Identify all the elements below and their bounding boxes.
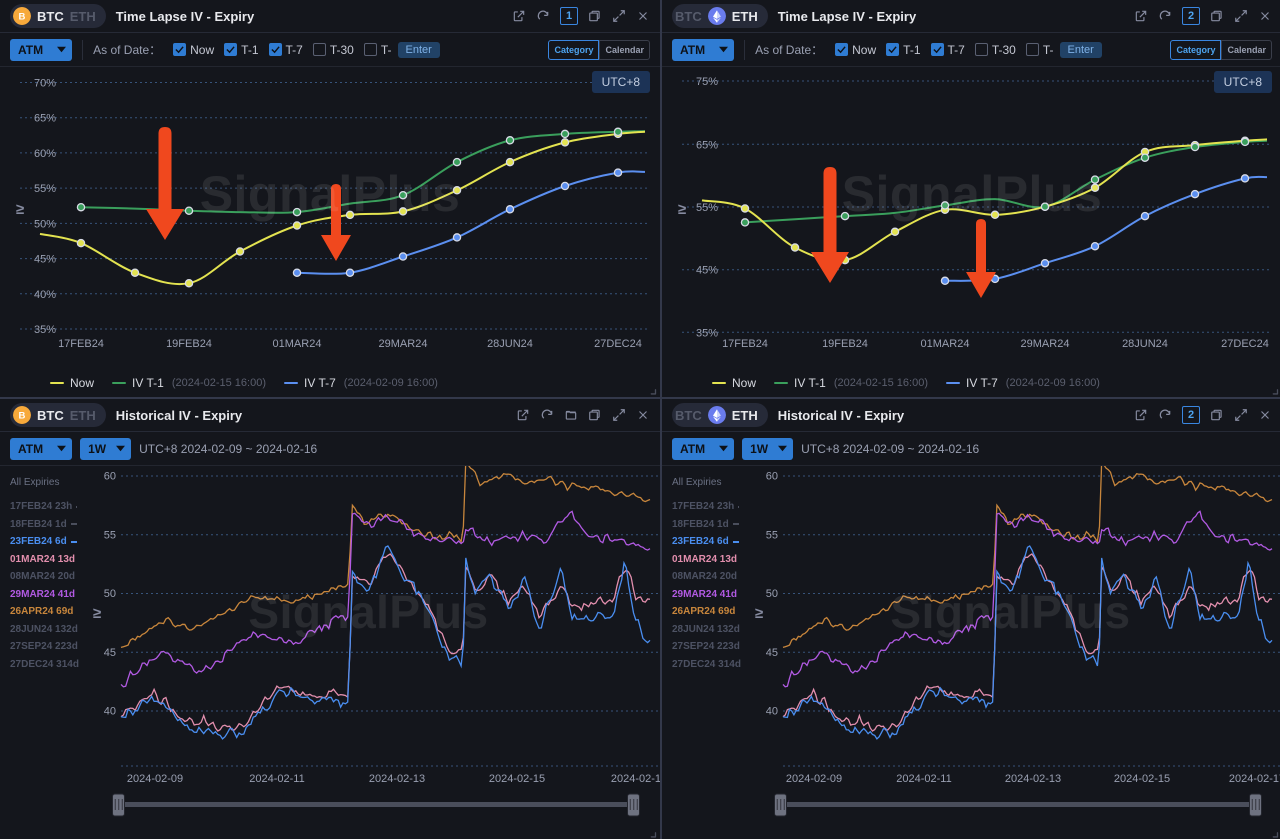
svg-text:50%: 50% xyxy=(34,218,56,230)
svg-text:40: 40 xyxy=(766,706,778,718)
svg-text:35%: 35% xyxy=(696,327,718,339)
svg-text:55: 55 xyxy=(766,529,778,541)
svg-text:27DEC24: 27DEC24 xyxy=(594,338,642,350)
svg-text:≥: ≥ xyxy=(93,605,101,622)
svg-text:17FEB24: 17FEB24 xyxy=(58,338,104,350)
svg-text:65%: 65% xyxy=(696,139,718,151)
svg-text:2024-02-17: 2024-02-17 xyxy=(1229,773,1280,785)
svg-text:2024-02-15: 2024-02-15 xyxy=(489,773,545,785)
svg-text:75%: 75% xyxy=(696,76,718,88)
svg-text:70%: 70% xyxy=(34,78,56,90)
svg-text:55: 55 xyxy=(104,529,116,541)
svg-text:2024-02-13: 2024-02-13 xyxy=(1005,773,1061,785)
svg-text:28JUN24: 28JUN24 xyxy=(1122,338,1168,350)
svg-text:01MAR24: 01MAR24 xyxy=(921,338,970,350)
svg-text:2024-02-17: 2024-02-17 xyxy=(611,773,660,785)
svg-text:35%: 35% xyxy=(34,324,56,336)
svg-text:45%: 45% xyxy=(34,254,56,266)
svg-text:60: 60 xyxy=(766,471,778,483)
svg-text:B: B xyxy=(19,410,26,421)
svg-text:28JUN24: 28JUN24 xyxy=(487,338,533,350)
svg-text:55%: 55% xyxy=(34,183,56,195)
svg-text:2024-02-09: 2024-02-09 xyxy=(127,773,183,785)
svg-text:≥: ≥ xyxy=(755,605,763,622)
svg-text:2024-02-09: 2024-02-09 xyxy=(786,773,842,785)
svg-text:45%: 45% xyxy=(696,265,718,277)
svg-text:65%: 65% xyxy=(34,113,56,125)
svg-text:60: 60 xyxy=(104,471,116,483)
svg-text:45: 45 xyxy=(766,647,778,659)
svg-text:2024-02-13: 2024-02-13 xyxy=(369,773,425,785)
svg-text:40%: 40% xyxy=(34,289,56,301)
svg-text:45: 45 xyxy=(104,647,116,659)
svg-text:50: 50 xyxy=(104,588,116,600)
svg-text:B: B xyxy=(19,11,26,22)
svg-text:2024-02-11: 2024-02-11 xyxy=(896,773,951,785)
svg-text:19FEB24: 19FEB24 xyxy=(822,338,868,350)
svg-text:55%: 55% xyxy=(696,202,718,214)
svg-text:≥: ≥ xyxy=(678,201,686,218)
svg-text:29MAR24: 29MAR24 xyxy=(1021,338,1070,350)
svg-text:2024-02-15: 2024-02-15 xyxy=(1114,773,1170,785)
svg-text:60%: 60% xyxy=(34,148,56,160)
svg-text:29MAR24: 29MAR24 xyxy=(379,338,428,350)
svg-text:01MAR24: 01MAR24 xyxy=(273,338,322,350)
svg-text:17FEB24: 17FEB24 xyxy=(722,338,768,350)
svg-text:40: 40 xyxy=(104,706,116,718)
svg-text:50: 50 xyxy=(766,588,778,600)
svg-text:2024-02-11: 2024-02-11 xyxy=(249,773,304,785)
svg-text:≥: ≥ xyxy=(16,201,24,218)
svg-text:19FEB24: 19FEB24 xyxy=(166,338,212,350)
svg-text:27DEC24: 27DEC24 xyxy=(1221,338,1269,350)
